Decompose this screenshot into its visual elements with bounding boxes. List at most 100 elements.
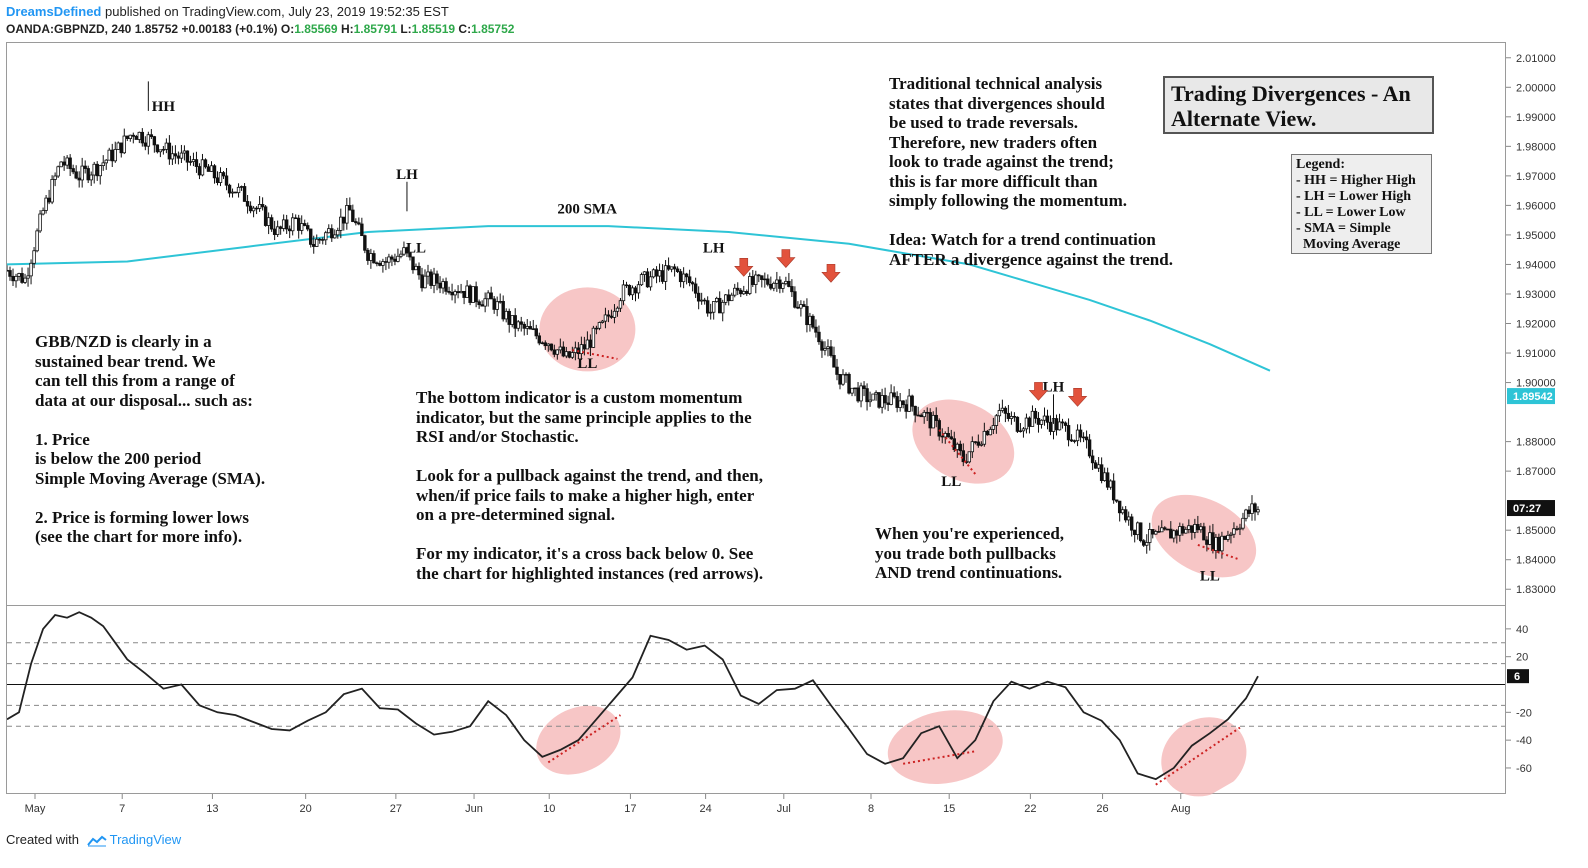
middle-annotation: The bottom indicator is a custom momentu… (416, 388, 764, 583)
candle-body (748, 276, 752, 294)
candle-body (1003, 407, 1008, 414)
candle-body (666, 265, 671, 270)
candle-body (333, 234, 337, 239)
candle-body (1241, 517, 1245, 529)
candle-body (642, 271, 647, 275)
candle-body (525, 326, 529, 329)
candle-body (218, 172, 223, 183)
candle-body (775, 279, 779, 284)
candle-body (1099, 464, 1104, 481)
header-ohlc-line: OANDA:GBPNZD, 240 1.85752 +0.00183 (+0.1… (6, 22, 514, 36)
candle-body (1256, 509, 1260, 513)
candle-body (898, 400, 902, 408)
candle-body (128, 134, 132, 139)
candle-body (456, 291, 460, 294)
candle-body (522, 323, 526, 329)
candle-body (263, 206, 268, 226)
candle-body (687, 276, 692, 283)
candle-body (754, 274, 758, 285)
candle-body (510, 315, 514, 325)
candle-body (396, 255, 400, 262)
time-axis-label: 22 (1024, 803, 1036, 815)
candle-body (742, 290, 746, 295)
candle-body (844, 373, 848, 376)
candle-body (330, 228, 334, 239)
candle-body (796, 306, 800, 309)
author-link[interactable]: DreamsDefined (6, 4, 102, 19)
price-pane[interactable]: 200 SMA HH LH LL LL LH LL LH LL (6, 81, 1271, 594)
chart-frame (6, 42, 1506, 794)
candle-body (197, 166, 202, 176)
candle-body (940, 435, 944, 438)
candle-body (32, 250, 36, 264)
candle-body (507, 310, 511, 325)
candle-body (408, 252, 412, 258)
candle-body (1160, 527, 1164, 533)
candle-body (985, 430, 990, 436)
candle-body (982, 430, 987, 445)
candle-body (994, 415, 999, 426)
candle-body (826, 346, 830, 349)
candle-body (745, 290, 749, 294)
candle-body (549, 343, 554, 351)
symbol-label[interactable]: OANDA:GBPNZD, 240 (6, 22, 132, 36)
candle-body (56, 166, 60, 177)
tradingview-brand-link[interactable]: TradingView (109, 832, 182, 847)
candle-body (405, 247, 409, 254)
candle-body (1078, 429, 1083, 438)
candle-body (531, 328, 535, 330)
candle-body (20, 273, 24, 283)
candle-body (269, 217, 274, 230)
open-value: 1.85569 (294, 22, 338, 36)
candle-body (1096, 464, 1101, 469)
pane-divider[interactable] (6, 605, 1506, 606)
candle-body (829, 346, 833, 356)
candle-body (1123, 509, 1128, 521)
candle-body (513, 315, 517, 329)
candle-body (1196, 524, 1200, 531)
sma-200-line (6, 225, 1271, 372)
candle-body (669, 266, 674, 270)
candle-body (751, 276, 755, 285)
candle-body (1235, 528, 1239, 530)
candle-body (997, 410, 1002, 417)
candle-body (621, 284, 626, 302)
candle-body (345, 205, 349, 224)
candle-body (275, 226, 280, 235)
candle-body (95, 163, 99, 177)
candle-body (871, 393, 875, 401)
candle-body (645, 271, 650, 288)
low-value: 1.85519 (411, 22, 456, 36)
candle-body (306, 225, 310, 230)
candle-body (17, 273, 21, 277)
candle-body (528, 326, 532, 330)
candle-body (471, 286, 475, 303)
candle-body (185, 150, 190, 163)
candle-body (678, 271, 683, 283)
candle-body (155, 144, 160, 153)
candle-body (1157, 531, 1161, 533)
candle-body (859, 385, 863, 402)
candle-body (59, 161, 63, 168)
candle-body (1087, 439, 1092, 457)
candle-body (309, 228, 313, 245)
candle-body (832, 355, 836, 368)
candle-body (1126, 516, 1131, 521)
candle-body (573, 347, 578, 353)
candle-body (1166, 528, 1170, 531)
candle-body (116, 142, 120, 150)
oscillator-pane[interactable] (7, 611, 1505, 812)
candle-body (793, 291, 797, 308)
candle-body (119, 142, 123, 154)
last-price: 1.85752 (134, 22, 179, 36)
candle-body (570, 352, 575, 358)
candle-body (534, 328, 538, 337)
candle-body (236, 186, 241, 194)
candle-body (1181, 526, 1185, 534)
candle-body (107, 149, 111, 161)
candle-body (1202, 526, 1206, 541)
candle-body (1250, 503, 1254, 514)
left-annotation: GBB/NZD is clearly in a sustained bear t… (35, 332, 266, 546)
signal-arrow-icon (821, 263, 841, 283)
